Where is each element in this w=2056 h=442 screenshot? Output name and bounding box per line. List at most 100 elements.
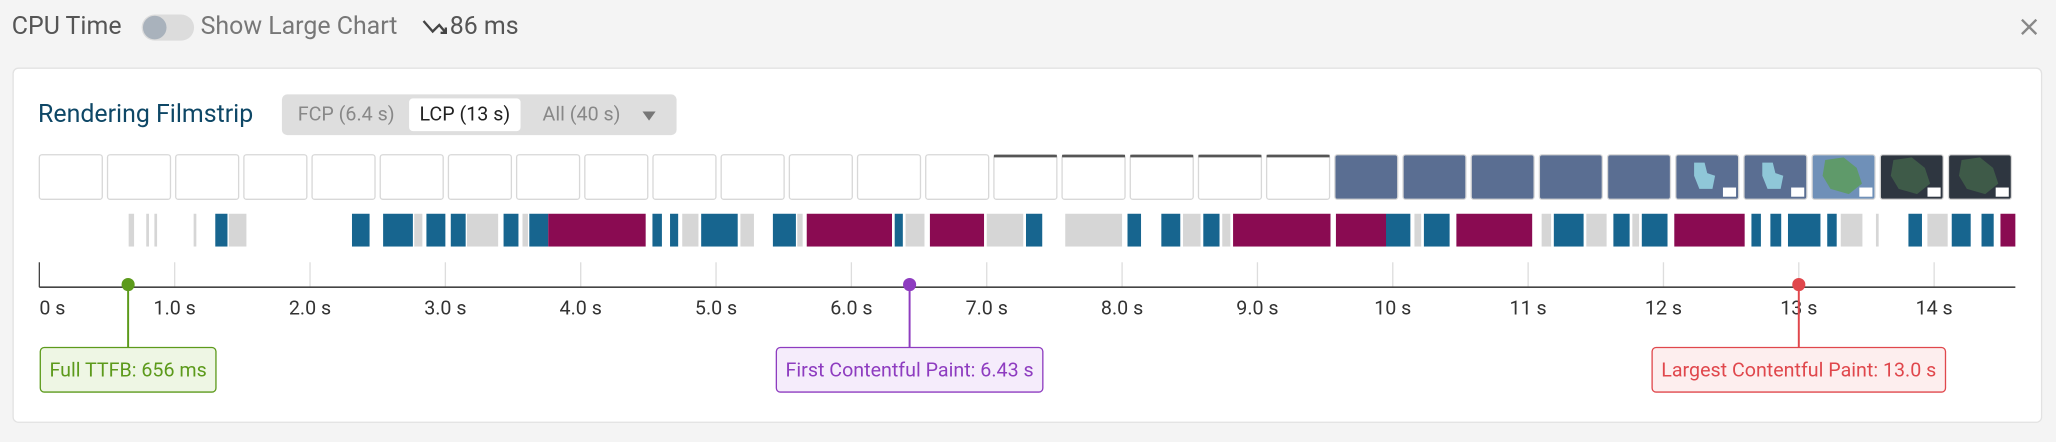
frame[interactable]	[788, 154, 853, 200]
frame[interactable]	[1402, 154, 1467, 200]
x-tick-label: 12 s	[1645, 297, 1682, 320]
activity-segment	[905, 213, 925, 247]
activity-segment	[1203, 213, 1220, 247]
frame[interactable]	[1197, 154, 1263, 200]
activity-segment	[806, 213, 893, 247]
toggle-knob[interactable]	[142, 15, 167, 40]
x-tick-label: 9.0 s	[1236, 297, 1278, 320]
activity-segment	[1025, 213, 1043, 247]
tab-active-bg[interactable]	[409, 98, 521, 132]
frame-badge	[1722, 187, 1737, 197]
frame[interactable]	[652, 154, 717, 200]
activity-segment	[529, 213, 549, 247]
activity-segment	[1827, 213, 1837, 247]
marker-dot	[903, 278, 917, 292]
frame[interactable]	[38, 154, 103, 200]
frame[interactable]	[106, 154, 172, 200]
x-tick-label: 4.0 s	[560, 297, 602, 320]
x-tick-label: 1.0 s	[154, 297, 196, 320]
activity-segment	[682, 213, 699, 247]
frame[interactable]	[1538, 154, 1603, 200]
frame[interactable]	[243, 154, 308, 200]
marker-label: Full TTFB: 656 ms	[49, 358, 206, 381]
frame[interactable]	[447, 154, 513, 200]
marker-label: First Contentful Paint: 6.43 s	[786, 358, 1034, 381]
activity-segment	[146, 213, 149, 247]
activity-segment	[1335, 213, 1387, 247]
frame[interactable]	[1606, 154, 1672, 200]
frame[interactable]	[1265, 154, 1331, 200]
activity-segment	[1951, 213, 1971, 247]
activity-segment	[1981, 213, 1994, 247]
activity-segment	[986, 213, 1024, 247]
x-tick-label: 8.0 s	[1101, 297, 1143, 320]
frame-map	[1958, 157, 1999, 195]
frame[interactable]	[379, 154, 444, 200]
frame[interactable]	[720, 154, 785, 200]
activity-segment	[467, 213, 499, 247]
activity-segment	[1423, 213, 1450, 247]
frame[interactable]	[1129, 154, 1194, 200]
toggle[interactable]	[141, 14, 195, 41]
activity-segment	[548, 213, 646, 247]
activity-segment	[1161, 213, 1181, 247]
activity-segment	[1632, 213, 1640, 247]
x-tick-label: 0 s	[39, 297, 65, 320]
x-tick-label: 14 s	[1916, 297, 1953, 320]
activity-segment	[426, 213, 446, 247]
frame[interactable]	[993, 154, 1058, 200]
activity-segment	[797, 213, 803, 247]
frame[interactable]	[175, 154, 240, 200]
frame-header	[1130, 154, 1194, 158]
frame[interactable]	[515, 154, 581, 200]
frame[interactable]	[1470, 154, 1535, 200]
frame-map	[1890, 157, 1931, 195]
activity-segment	[1787, 213, 1821, 247]
frame[interactable]	[1061, 154, 1126, 200]
filmstrip-title: Rendering Filmstrip	[38, 100, 253, 129]
activity-segment	[1586, 213, 1607, 247]
marker-dot	[121, 278, 135, 292]
activity-segment	[383, 213, 413, 247]
activity-segment	[193, 213, 197, 247]
activity-segment	[1613, 213, 1630, 247]
activity-segment	[228, 213, 247, 247]
activity-segment	[1541, 213, 1552, 247]
x-tick-label: 2.0 s	[289, 297, 331, 320]
toggle-label[interactable]: Show Large Chart	[201, 12, 398, 41]
activity-segment	[1127, 213, 1142, 247]
frame[interactable]	[856, 154, 922, 200]
tab[interactable]: All (40 s)	[543, 103, 621, 126]
x-tick-label: 5.0 s	[695, 297, 737, 320]
frame[interactable]	[584, 154, 649, 200]
x-tick-label: 6.0 s	[830, 297, 872, 320]
marker-label: Largest Contentful Paint: 13.0 s	[1661, 358, 1936, 381]
activity-segment	[522, 213, 528, 247]
x-tick-label: 10 s	[1374, 297, 1411, 320]
frame[interactable]	[925, 154, 990, 200]
tab[interactable]: LCP (13 s)	[419, 103, 510, 126]
frame-header	[1266, 154, 1330, 158]
frame-map	[1694, 162, 1716, 189]
marker-box	[775, 346, 1044, 393]
frame-header	[1198, 154, 1262, 158]
activity-segment	[894, 213, 903, 247]
activity-segment	[740, 213, 754, 247]
activity-segment	[652, 213, 662, 247]
activity-segment	[503, 213, 519, 247]
activity-segment	[215, 213, 228, 247]
frame[interactable]	[311, 154, 376, 200]
activity-segment	[414, 213, 423, 247]
activity-segment	[1927, 213, 1948, 247]
tab[interactable]: FCP (6.4 s)	[298, 103, 395, 126]
activity-segment	[128, 213, 135, 247]
activity-segment	[1875, 213, 1879, 247]
dropdown-arrow[interactable]	[642, 111, 656, 121]
frame[interactable]	[1334, 154, 1399, 200]
activity-segment	[1182, 213, 1201, 247]
close-button[interactable]	[2021, 18, 2038, 35]
activity-segment	[2000, 213, 2016, 247]
frame-badge	[1995, 187, 2009, 197]
activity-segment	[1770, 213, 1782, 247]
